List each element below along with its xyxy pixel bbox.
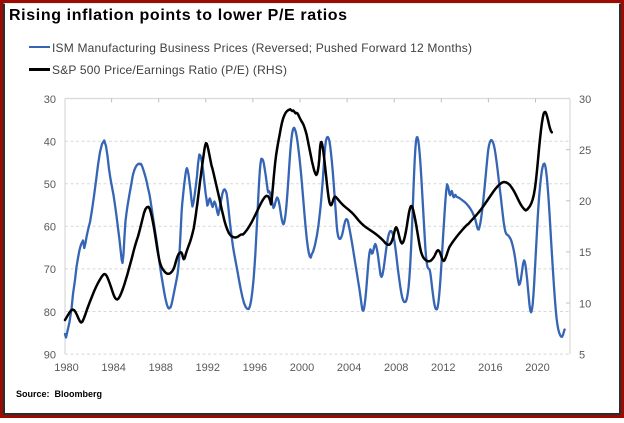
svg-text:90: 90 [44, 349, 56, 361]
svg-text:2020: 2020 [525, 362, 549, 374]
svg-text:1988: 1988 [148, 362, 172, 374]
svg-text:1980: 1980 [54, 362, 78, 374]
svg-text:15: 15 [579, 247, 591, 259]
svg-text:20: 20 [579, 196, 591, 208]
svg-text:10: 10 [579, 298, 591, 310]
svg-text:5: 5 [579, 349, 585, 361]
svg-text:2012: 2012 [431, 362, 455, 374]
svg-text:80: 80 [44, 307, 56, 319]
svg-text:40: 40 [44, 137, 56, 149]
svg-text:1996: 1996 [243, 362, 267, 374]
svg-text:2004: 2004 [337, 362, 361, 374]
svg-text:50: 50 [44, 179, 56, 191]
svg-text:2000: 2000 [290, 362, 314, 374]
svg-text:2008: 2008 [384, 362, 408, 374]
svg-text:2016: 2016 [478, 362, 502, 374]
svg-text:1992: 1992 [196, 362, 220, 374]
svg-text:30: 30 [579, 94, 591, 106]
svg-text:30: 30 [44, 94, 56, 106]
svg-text:60: 60 [44, 222, 56, 234]
svg-text:1984: 1984 [101, 362, 125, 374]
svg-text:25: 25 [579, 145, 591, 157]
svg-text:70: 70 [44, 264, 56, 276]
